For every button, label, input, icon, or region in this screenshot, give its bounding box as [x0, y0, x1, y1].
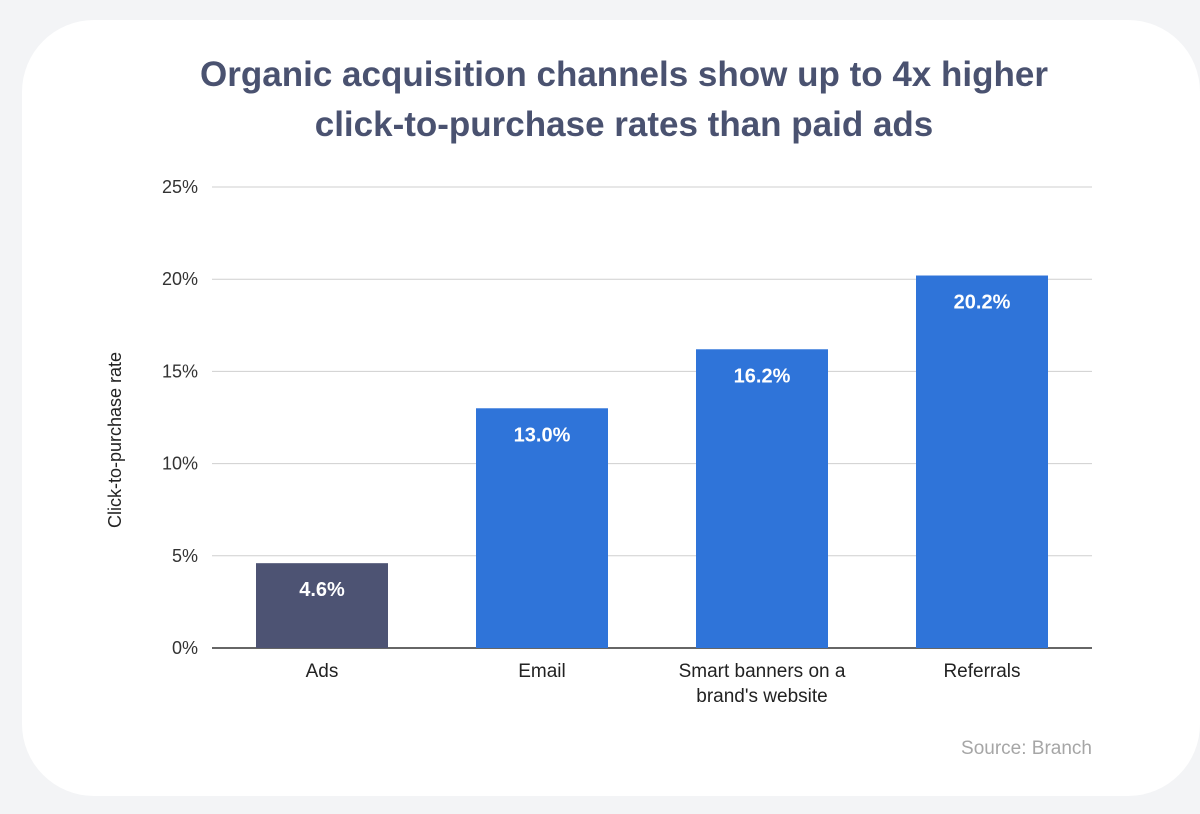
title-highlight: 4x higher	[892, 55, 1048, 94]
y-tick-label: 0%	[172, 638, 198, 658]
y-tick-label: 5%	[172, 546, 198, 566]
source-note: Source: Branch	[961, 738, 1092, 759]
bar	[476, 408, 608, 648]
x-tick-label: Referrals	[943, 661, 1020, 682]
x-tick-label: Smart banners on a	[679, 661, 846, 682]
y-tick-label: 10%	[162, 454, 198, 474]
y-tick-label: 20%	[162, 269, 198, 289]
y-tick-label: 25%	[162, 177, 198, 197]
data-label: 13.0%	[514, 424, 571, 446]
data-label: 16.2%	[734, 365, 791, 387]
bar	[696, 349, 828, 648]
data-label: 4.6%	[299, 579, 345, 601]
bar	[916, 275, 1048, 648]
chart-title: Organic acquisition channels show up to …	[0, 50, 1200, 150]
data-label: 20.2%	[954, 292, 1011, 314]
x-tick-label: brand's website	[696, 686, 827, 707]
y-tick-label: 15%	[162, 361, 198, 381]
title-part-2: click-to-purchase rates than paid ads	[314, 105, 934, 144]
y-axis-label: Click-to-purchase rate	[105, 352, 125, 528]
x-tick-label: Email	[518, 661, 566, 682]
title-part-1: Organic acquisition channels show up to	[200, 55, 893, 94]
bar	[256, 563, 388, 648]
x-tick-label: Ads	[306, 661, 339, 682]
